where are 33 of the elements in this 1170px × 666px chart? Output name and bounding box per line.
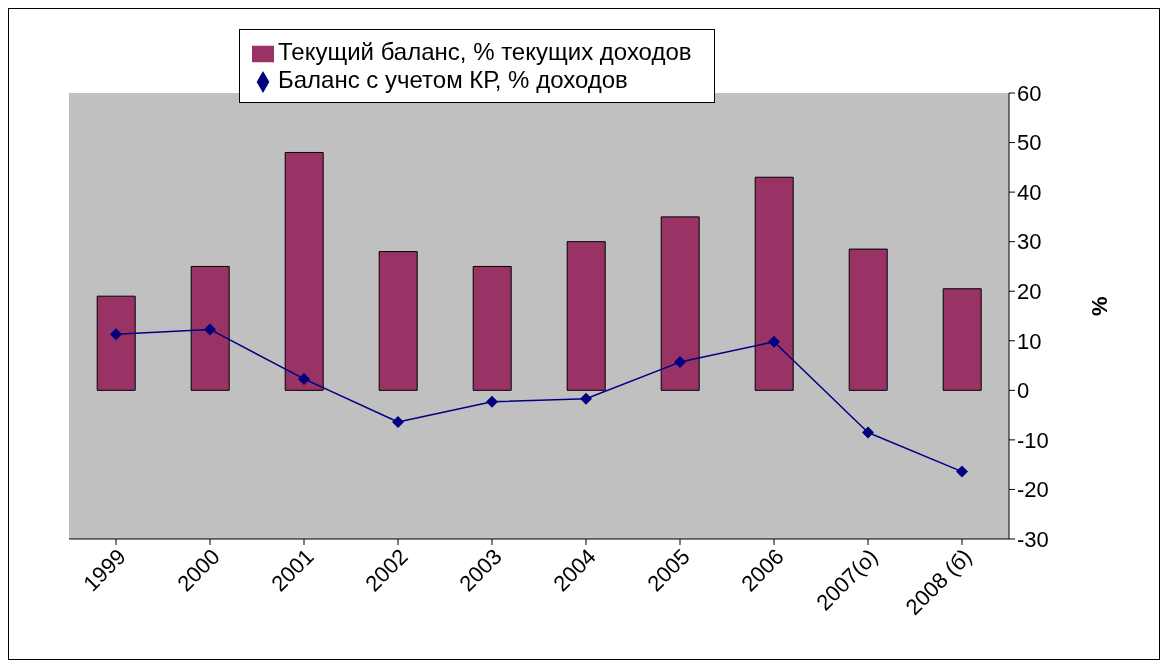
bar (284, 151, 324, 391)
point (110, 328, 122, 341)
point (956, 465, 968, 478)
point (862, 426, 874, 439)
bar (472, 265, 512, 391)
point (674, 356, 686, 369)
bar (378, 251, 418, 391)
point (392, 416, 404, 429)
y-tick-label: 0 (1017, 378, 1030, 404)
point (580, 392, 592, 405)
y-tick-label: 10 (1017, 328, 1042, 354)
point (486, 395, 498, 408)
point (298, 372, 310, 385)
bar (942, 288, 982, 391)
bar (96, 295, 136, 391)
bar (848, 248, 888, 391)
y-tick-label: 30 (1017, 229, 1042, 255)
bar (754, 176, 794, 391)
y-axis-title: % (1086, 296, 1112, 316)
y-tick-label: -10 (1017, 427, 1049, 453)
point (204, 323, 216, 336)
point (768, 335, 780, 348)
y-tick-label: -20 (1017, 477, 1049, 503)
y-tick-label: 50 (1017, 130, 1042, 156)
bar (660, 216, 700, 391)
y-tick-label: 60 (1017, 80, 1042, 106)
legend-label: Текущий баланс, % текущих доходов (278, 38, 692, 65)
y-tick-label: 40 (1017, 179, 1042, 205)
y-tick-label: -30 (1017, 526, 1049, 552)
bar (190, 265, 230, 391)
y-tick-label: 20 (1017, 279, 1042, 305)
legend-label: Баланс с учетом КР, % доходов (278, 66, 628, 93)
bar (566, 241, 606, 391)
